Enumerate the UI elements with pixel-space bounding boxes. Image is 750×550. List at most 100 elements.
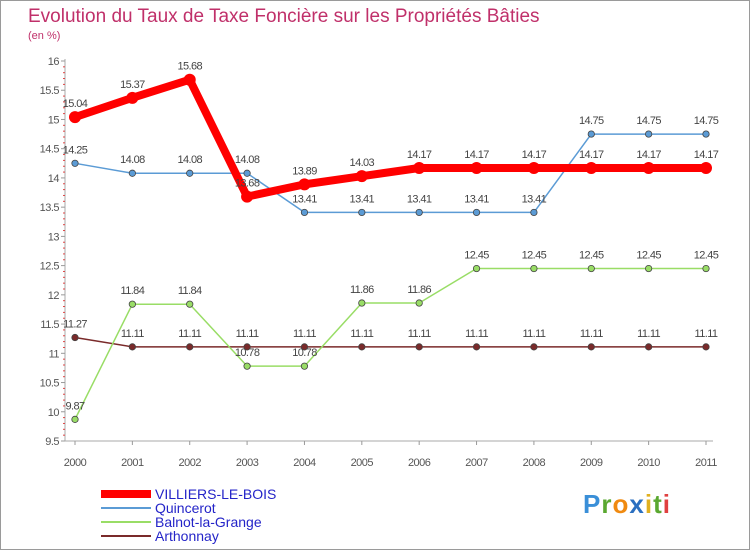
data-point (243, 362, 251, 370)
legend-swatch (101, 507, 151, 509)
y-tick-label: 10 (48, 407, 60, 419)
data-label: 11.11 (465, 328, 488, 340)
data-point (358, 343, 366, 351)
y-tick-label: 13 (48, 231, 60, 243)
data-label: 13.41 (350, 193, 375, 205)
x-tick-label: 2006 (408, 457, 431, 469)
y-tick-label: 11.5 (40, 319, 59, 331)
series-line-1 (74, 133, 707, 214)
data-point (243, 169, 251, 177)
data-point (241, 190, 254, 203)
series-lines (71, 75, 710, 421)
series-line-2 (74, 267, 707, 421)
data-point (413, 161, 426, 174)
data-label: 12.45 (636, 250, 661, 262)
data-label: 14.17 (694, 149, 719, 161)
data-label: 14.75 (636, 115, 661, 127)
data-point (300, 343, 309, 351)
data-point (642, 161, 655, 174)
x-tick-label: 2011 (695, 457, 717, 469)
data-label: 14.08 (177, 154, 202, 166)
y-tick-label: 15 (48, 114, 60, 126)
data-point (587, 130, 595, 138)
data-label: 11.86 (350, 284, 374, 296)
data-label: 13.41 (464, 193, 489, 205)
y-tick-label: 13.5 (40, 202, 60, 214)
data-label: 15.04 (63, 98, 88, 110)
chart-title: Evolution du Taux de Taxe Foncière sur l… (28, 6, 540, 27)
chart-subtitle: (en %) (28, 30, 61, 42)
data-label: 12.45 (522, 250, 547, 262)
data-point (186, 343, 194, 351)
data-label: 14.08 (120, 154, 145, 166)
data-point (702, 264, 710, 273)
chart-axes (64, 59, 713, 442)
data-point (186, 169, 194, 177)
data-label: 11.11 (178, 328, 201, 340)
data-label: 13.89 (292, 165, 317, 177)
data-point (355, 170, 368, 183)
data-point (415, 299, 423, 307)
data-label: 15.68 (177, 61, 202, 73)
y-tick-label: 12 (48, 290, 60, 302)
data-point (702, 343, 710, 351)
legend: VILLIERS-LE-BOIS Quincerot Balnot-la-Grang… (101, 486, 351, 544)
x-tick-label: 2002 (178, 457, 201, 469)
data-label: 12.45 (694, 250, 719, 262)
legend-item: Quincerot (101, 500, 351, 516)
data-point (128, 169, 136, 177)
data-label: 14.75 (694, 115, 719, 127)
data-label: 10.78 (235, 347, 260, 359)
data-label: 11.11 (293, 328, 316, 340)
data-point (71, 415, 79, 423)
y-tick-label: 16 (48, 56, 60, 68)
legend-label: Balnot-la-Grange (155, 514, 262, 530)
y-tick-label: 12.5 (40, 261, 60, 273)
legend-item: Arthonnay (101, 528, 351, 544)
data-point (183, 73, 196, 86)
data-point (71, 159, 79, 167)
x-tick-label: 2000 (64, 457, 87, 469)
data-label: 11.11 (695, 328, 718, 340)
data-labels: 15.04 15.37 15.68 13.68 13.89 14.03 14.17 14.17… (63, 61, 720, 413)
x-tick-label: 2001 (121, 457, 144, 469)
data-point (300, 208, 309, 217)
legend-label: VILLIERS-LE-BOIS (155, 486, 277, 502)
data-label: 14.17 (522, 149, 547, 161)
data-label: 11.11 (121, 328, 144, 340)
data-label: 15.37 (120, 79, 145, 91)
data-label: 14.17 (464, 149, 489, 161)
watermark-letter: i (662, 489, 671, 519)
data-label: 13.41 (407, 193, 432, 205)
legend-item: VILLIERS-LE-BOIS (101, 486, 351, 502)
data-point (527, 161, 540, 174)
data-label: 13.68 (235, 178, 260, 190)
data-point (126, 91, 139, 104)
data-label: 10.78 (292, 347, 317, 359)
data-label: 11.86 (407, 284, 431, 296)
data-label: 12.45 (579, 250, 604, 262)
data-label: 14.25 (63, 144, 88, 156)
y-tick-label: 10.5 (40, 378, 60, 390)
x-tick-label: 2008 (523, 457, 546, 469)
y-tick-label: 9.5 (45, 436, 59, 448)
data-point (243, 343, 251, 351)
data-point (71, 333, 79, 342)
legend-swatch (101, 535, 151, 537)
data-point (186, 300, 194, 308)
data-point (530, 343, 538, 351)
data-point (470, 161, 483, 174)
watermark-letter: P (583, 489, 602, 519)
data-label: 11.11 (522, 328, 545, 340)
data-point (645, 343, 653, 351)
x-tick-label: 2004 (293, 457, 316, 469)
data-point (358, 208, 366, 217)
legend-label: Quincerot (155, 500, 216, 516)
data-label: 14.03 (350, 157, 375, 169)
data-point (415, 208, 423, 217)
data-label: 11.27 (63, 319, 87, 331)
data-label: 11.11 (637, 328, 660, 340)
data-label: 13.41 (522, 193, 547, 205)
data-point (472, 343, 481, 351)
